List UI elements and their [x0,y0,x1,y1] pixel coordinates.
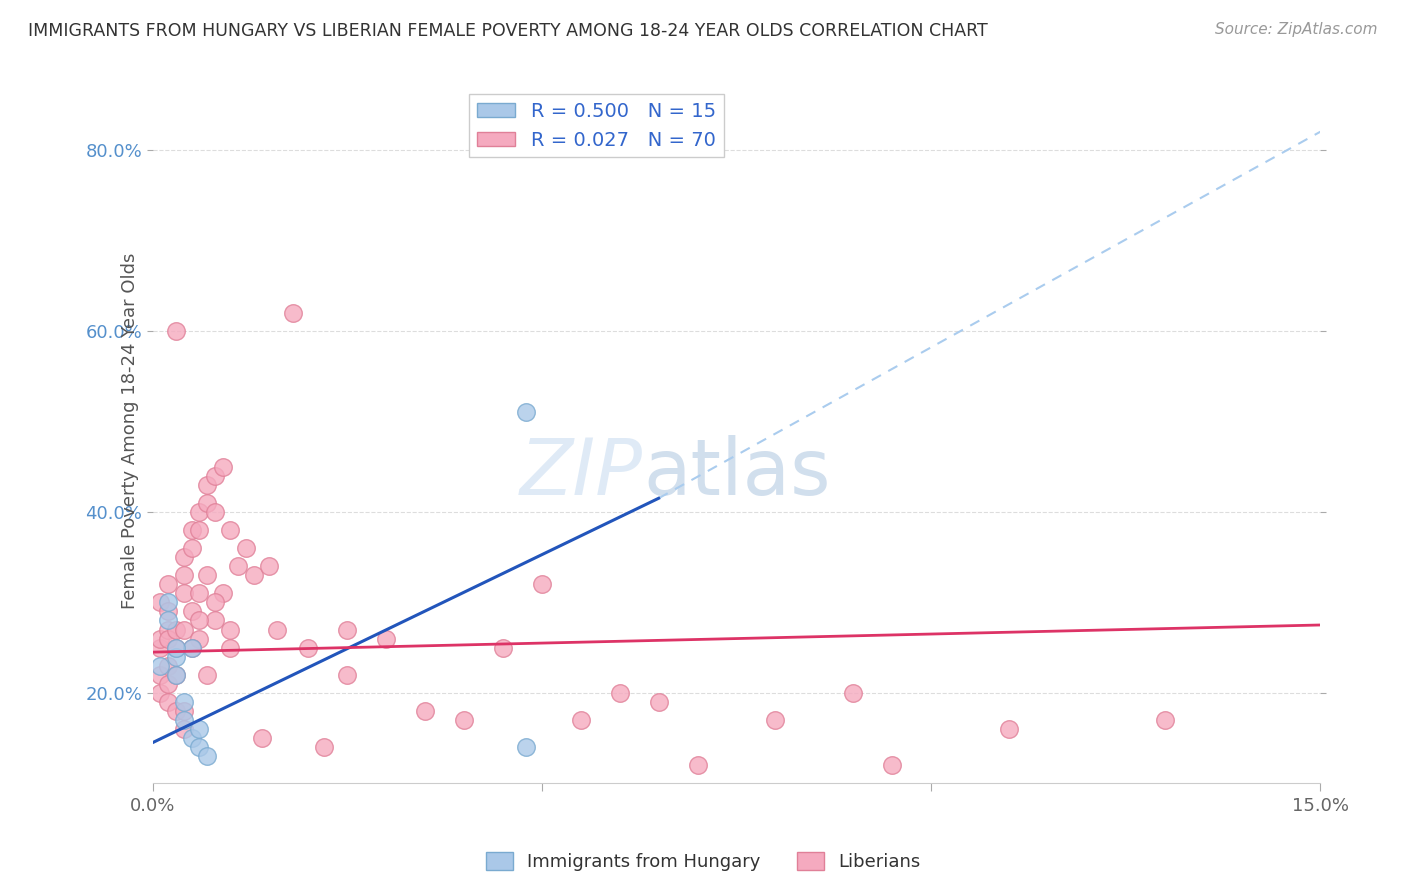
Point [211,586,233,600]
Point [173,550,195,565]
Point [165,324,187,338]
Point [530,577,553,591]
Text: Source: ZipAtlas.com: Source: ZipAtlas.com [1215,22,1378,37]
Point [157,604,180,618]
Point [157,595,180,609]
Point [1153,713,1175,727]
Point [188,586,211,600]
Point [842,686,865,700]
Point [219,623,242,637]
Point [297,640,319,655]
Point [157,632,180,646]
Point [149,595,172,609]
Point [312,740,335,755]
Point [647,695,669,709]
Point [173,695,195,709]
Point [173,586,195,600]
Point [165,640,187,655]
Point [188,740,211,755]
Point [204,595,226,609]
Point [204,614,226,628]
Point [195,496,218,510]
Point [180,604,202,618]
Point [157,658,180,673]
Point [219,523,242,537]
Point [149,667,172,681]
Point [157,695,180,709]
Point [149,632,172,646]
Point [336,667,359,681]
Point [173,623,195,637]
Point [180,640,202,655]
Point [180,523,202,537]
Point [235,541,257,555]
Point [336,623,359,637]
Point [686,758,709,772]
Point [157,577,180,591]
Point [763,713,786,727]
Point [413,704,436,718]
Point [157,623,180,637]
Legend: R = 0.500   N = 15, R = 0.027   N = 70: R = 0.500 N = 15, R = 0.027 N = 70 [468,95,724,158]
Point [149,658,172,673]
Point [180,640,202,655]
Text: ZIP: ZIP [520,434,643,511]
Point [259,559,281,574]
Legend: Immigrants from Hungary, Liberians: Immigrants from Hungary, Liberians [478,845,928,879]
Text: atlas: atlas [643,434,831,511]
Point [266,623,288,637]
Point [165,704,187,718]
Point [204,505,226,519]
Point [515,740,537,755]
Point [243,568,266,582]
Point [492,640,515,655]
Point [882,758,904,772]
Point [157,614,180,628]
Point [188,722,211,736]
Point [188,505,211,519]
Point [204,468,226,483]
Point [165,640,187,655]
Point [195,749,218,764]
Y-axis label: Female Poverty Among 18-24 Year Olds: Female Poverty Among 18-24 Year Olds [121,252,139,608]
Point [180,731,202,745]
Point [157,677,180,691]
Point [188,523,211,537]
Point [173,568,195,582]
Point [165,649,187,664]
Point [609,686,631,700]
Point [569,713,592,727]
Point [149,686,172,700]
Point [165,623,187,637]
Point [453,713,475,727]
Point [281,306,304,320]
Point [180,541,202,555]
Point [998,722,1021,736]
Point [195,477,218,491]
Point [173,713,195,727]
Point [165,667,187,681]
Point [250,731,273,745]
Point [226,559,249,574]
Point [165,667,187,681]
Point [211,459,233,474]
Point [173,722,195,736]
Point [515,405,537,419]
Point [195,667,218,681]
Point [188,614,211,628]
Point [188,632,211,646]
Point [219,640,242,655]
Point [173,704,195,718]
Point [195,568,218,582]
Point [149,640,172,655]
Text: IMMIGRANTS FROM HUNGARY VS LIBERIAN FEMALE POVERTY AMONG 18-24 YEAR OLDS CORRELA: IMMIGRANTS FROM HUNGARY VS LIBERIAN FEMA… [28,22,988,40]
Point [375,632,398,646]
